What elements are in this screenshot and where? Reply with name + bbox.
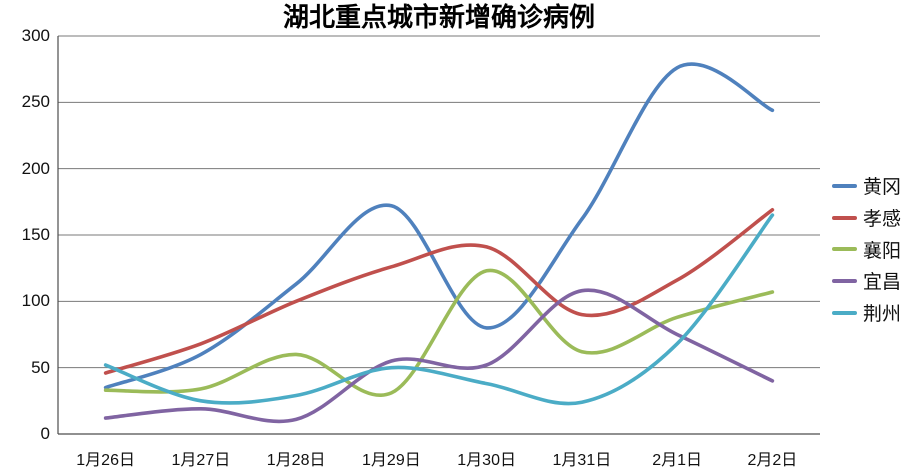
x-tick-label: 1月30日: [457, 452, 516, 469]
chart-title: 湖北重点城市新增确诊病例: [282, 3, 595, 32]
series-line-jingzhou: [103, 213, 775, 406]
legend-label: 荆州: [863, 304, 902, 326]
legend-swatch-yichang: [832, 278, 857, 283]
legend-item-xiangyang: 襄阳: [832, 233, 901, 265]
x-tick-label: 1月27日: [171, 452, 231, 469]
legend-label: 黄冈: [863, 177, 902, 199]
legend-item-jingzhou: 荆州: [832, 297, 901, 329]
series-line-xiangyang: [103, 268, 775, 397]
legend-swatch-xiaogan: [832, 215, 857, 220]
legend-item-yichang: 宜昌: [832, 265, 901, 297]
legend-item-huanggang: 黄冈: [832, 170, 901, 202]
series-line-yichang: [103, 288, 775, 424]
legend-swatch-huanggang: [832, 183, 857, 188]
x-tick-label: 1月26日: [76, 452, 135, 469]
y-tick-label: 150: [21, 225, 50, 244]
legend-label: 孝感: [863, 209, 902, 231]
series-line-huanggang: [103, 62, 775, 390]
y-tick-label: 0: [40, 424, 50, 443]
legend: 黄冈孝感襄阳宜昌荆州: [832, 170, 901, 328]
y-tick-label: 300: [21, 26, 50, 45]
y-tick-label: 200: [21, 158, 50, 178]
legend-item-xiaogan: 孝感: [832, 202, 901, 234]
legend-swatch-xiangyang: [832, 247, 857, 252]
series-line-xiaogan: [103, 208, 775, 375]
y-tick-label: 100: [21, 291, 50, 311]
legend-swatch-jingzhou: [832, 310, 857, 315]
x-tick-label: 2月1日: [652, 452, 703, 469]
legend-label: 宜昌: [863, 272, 902, 294]
x-tick-label: 1月31日: [552, 452, 612, 469]
x-tick-label: 1月28日: [266, 452, 326, 469]
y-tick-label: 50: [31, 357, 50, 377]
y-tick-label: 250: [21, 92, 50, 112]
legend-label: 襄阳: [863, 240, 902, 262]
x-tick-label: 1月29日: [362, 452, 421, 469]
x-tick-label: 2月2日: [747, 452, 798, 469]
